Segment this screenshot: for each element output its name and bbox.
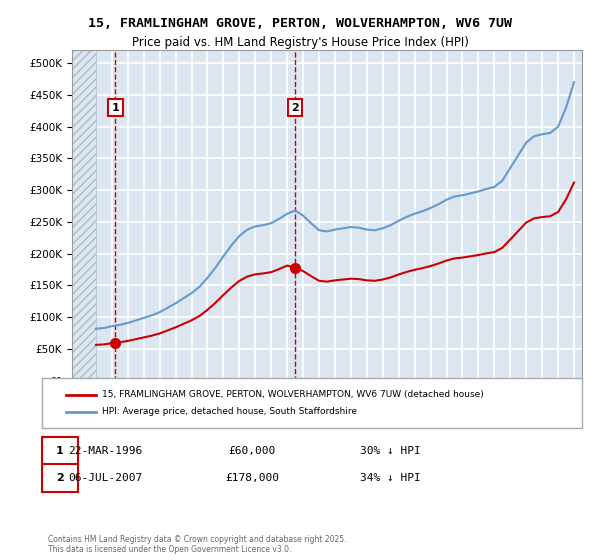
Text: £178,000: £178,000 [225,473,279,483]
Text: Price paid vs. HM Land Registry's House Price Index (HPI): Price paid vs. HM Land Registry's House … [131,36,469,49]
Text: 15, FRAMLINGHAM GROVE, PERTON, WOLVERHAMPTON, WV6 7UW (detached house): 15, FRAMLINGHAM GROVE, PERTON, WOLVERHAM… [102,390,484,399]
Text: 30% ↓ HPI: 30% ↓ HPI [359,446,421,456]
Text: 2: 2 [292,102,299,113]
Text: 1: 1 [112,102,119,113]
Text: 15, FRAMLINGHAM GROVE, PERTON, WOLVERHAMPTON, WV6 7UW: 15, FRAMLINGHAM GROVE, PERTON, WOLVERHAM… [88,17,512,30]
Text: Contains HM Land Registry data © Crown copyright and database right 2025.
This d: Contains HM Land Registry data © Crown c… [48,535,347,554]
Text: 06-JUL-2007: 06-JUL-2007 [68,473,142,483]
Text: 1: 1 [56,446,64,456]
Text: HPI: Average price, detached house, South Staffordshire: HPI: Average price, detached house, Sout… [102,407,357,416]
Text: 22-MAR-1996: 22-MAR-1996 [68,446,142,456]
Text: £60,000: £60,000 [229,446,275,456]
Bar [72,50,96,381]
Text: 34% ↓ HPI: 34% ↓ HPI [359,473,421,483]
Text: 2: 2 [56,473,64,483]
